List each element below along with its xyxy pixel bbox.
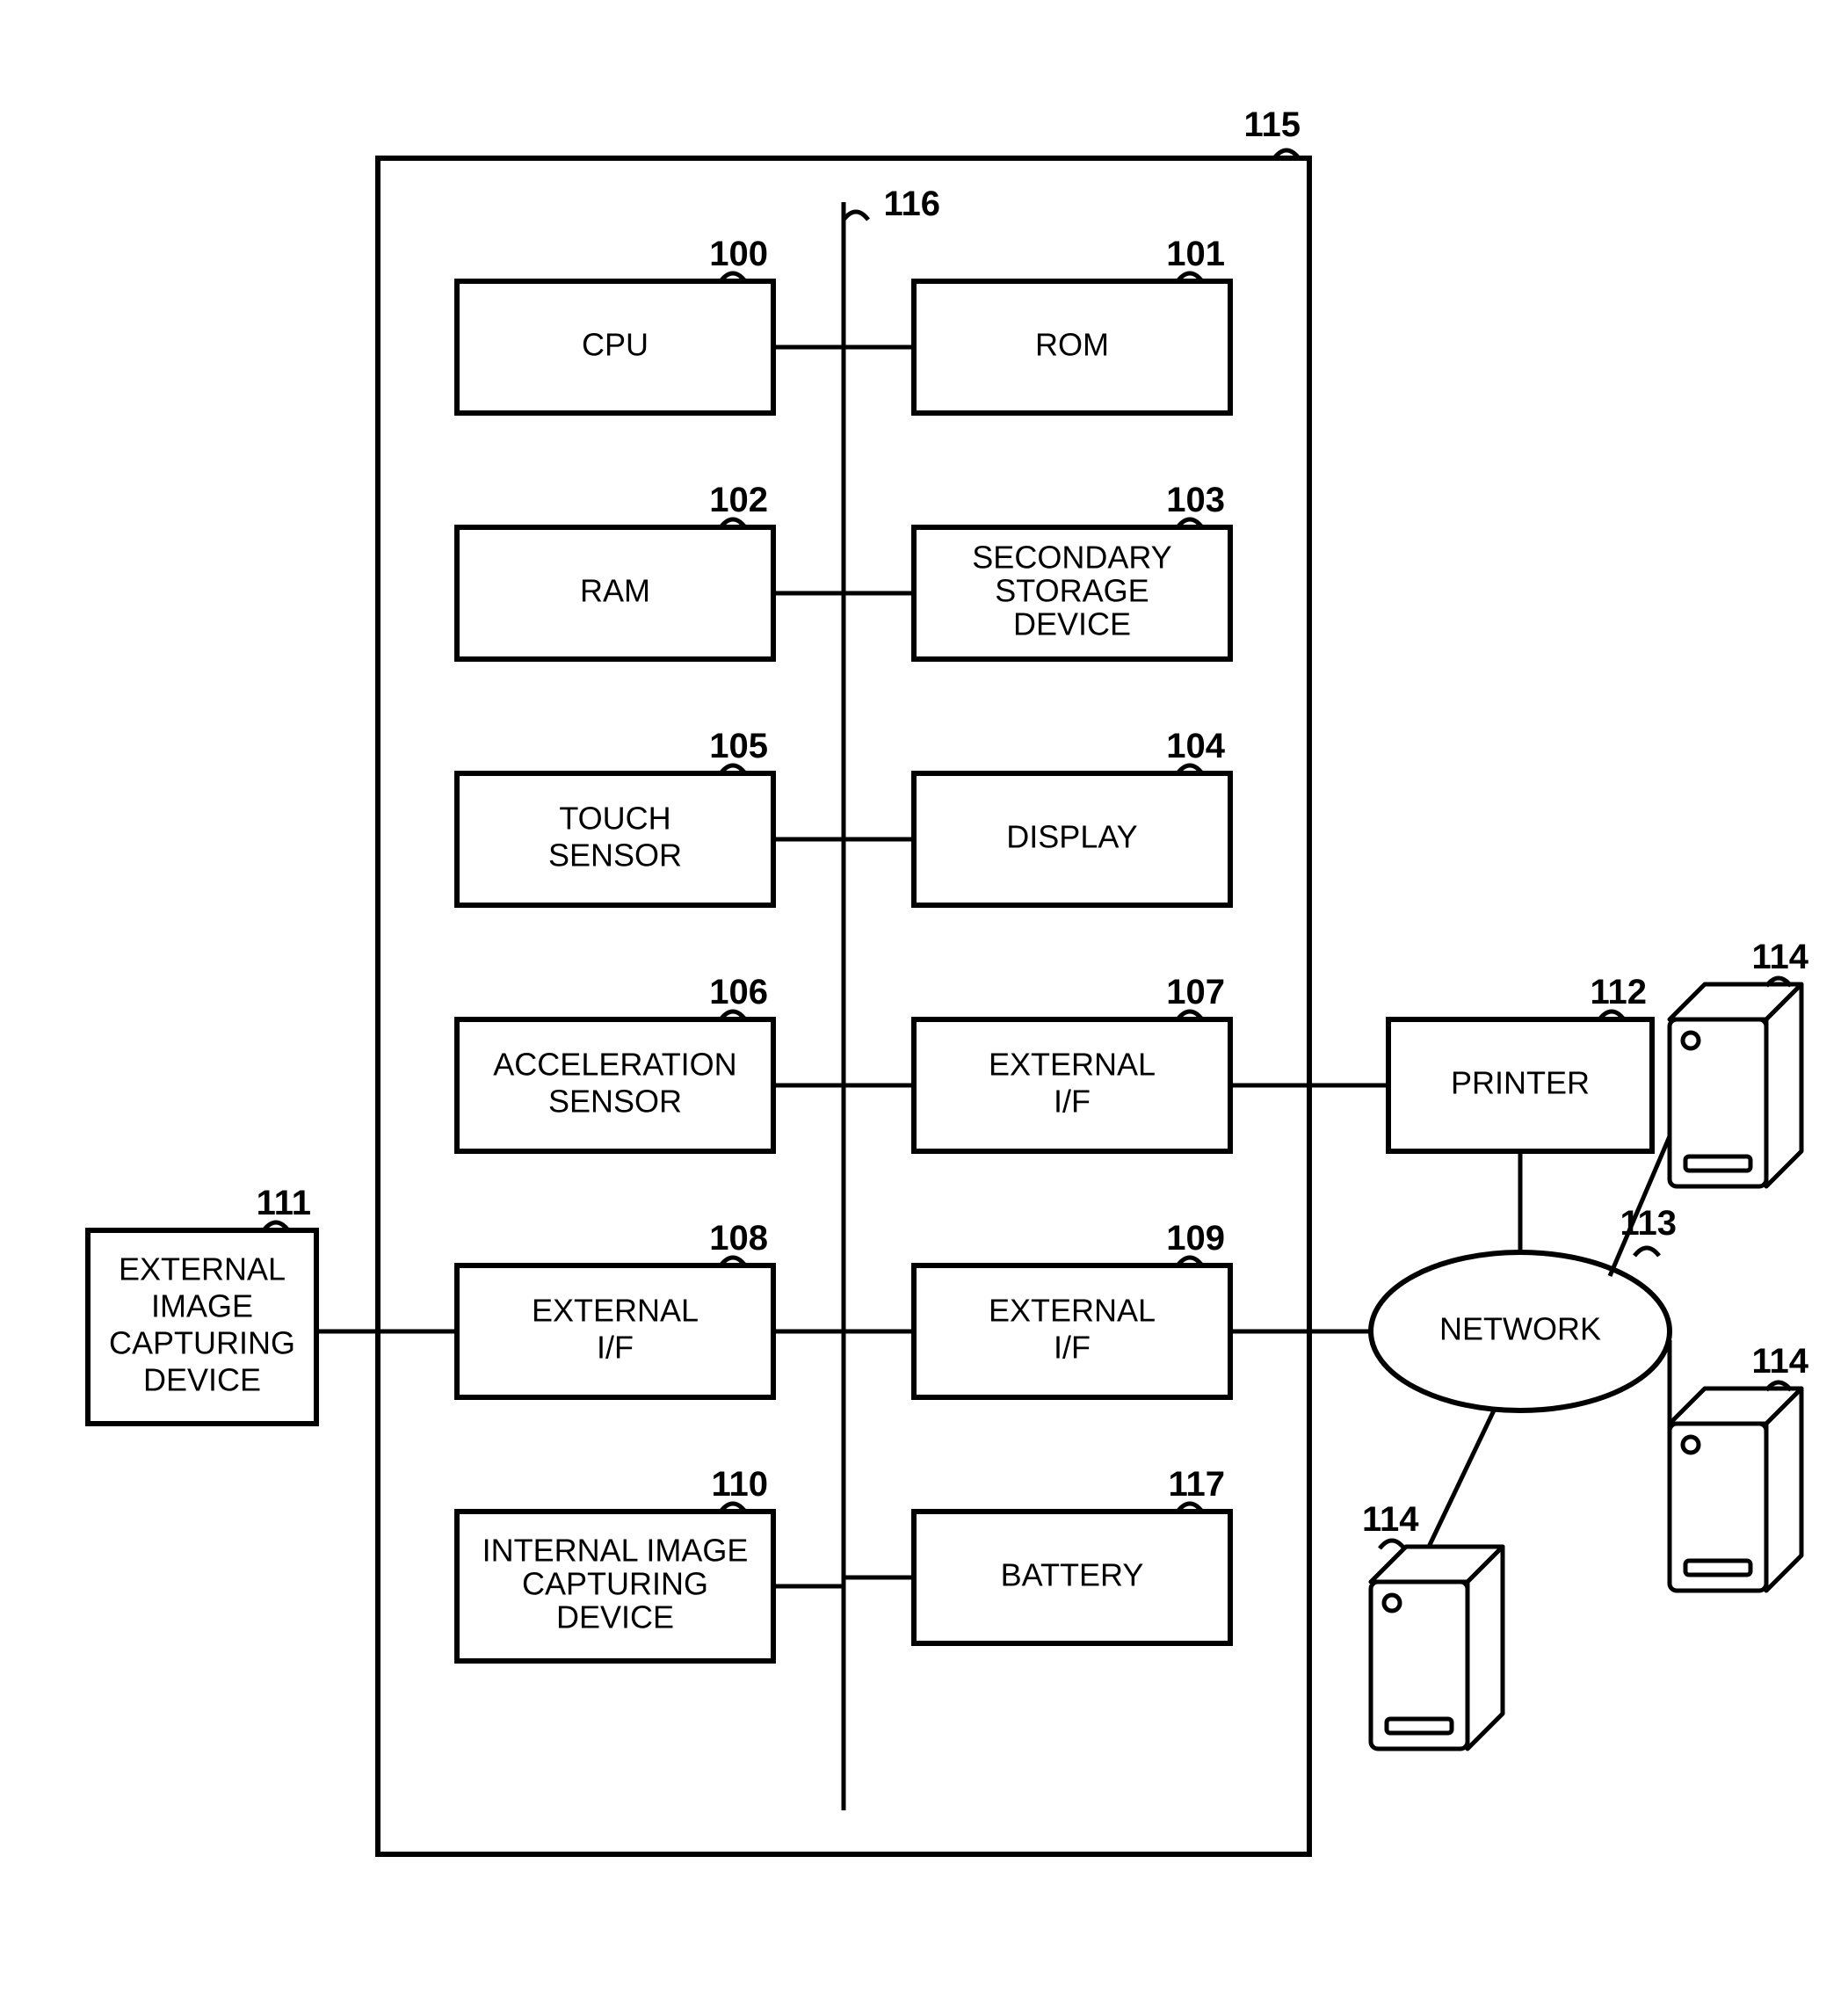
svg-text:I/F: I/F — [597, 1330, 634, 1366]
svg-text:DEVICE: DEVICE — [143, 1362, 261, 1398]
svg-text:ACCELERATION: ACCELERATION — [493, 1047, 736, 1083]
svg-text:ROM: ROM — [1035, 327, 1109, 363]
svg-text:RAM: RAM — [580, 573, 650, 609]
svg-text:IMAGE: IMAGE — [151, 1288, 253, 1324]
svg-text:116: 116 — [883, 185, 940, 223]
svg-text:114: 114 — [1751, 1342, 1808, 1381]
svg-text:101: 101 — [1166, 235, 1225, 273]
block-106: ACCELERATIONSENSOR 106 — [457, 973, 844, 1151]
svg-text:SENSOR: SENSOR — [548, 1084, 682, 1120]
svg-text:104: 104 — [1166, 727, 1225, 765]
svg-text:SENSOR: SENSOR — [548, 837, 682, 874]
svg-text:DEVICE: DEVICE — [1013, 606, 1131, 642]
svg-text:DISPLAY: DISPLAY — [1006, 819, 1137, 855]
svg-text:I/F: I/F — [1054, 1330, 1091, 1366]
svg-text:111: 111 — [257, 1184, 311, 1222]
svg-text:CAPTURING: CAPTURING — [522, 1566, 708, 1602]
svg-text:INTERNAL IMAGE: INTERNAL IMAGE — [482, 1533, 749, 1569]
block-107: EXTERNALI/F 107 — [844, 973, 1230, 1151]
svg-text:100: 100 — [709, 235, 768, 273]
svg-text:106: 106 — [709, 973, 768, 1012]
block-108: EXTERNALI/F 108 — [457, 1219, 844, 1397]
svg-text:114: 114 — [1751, 938, 1808, 976]
block-101: ROM 101 — [844, 235, 1230, 413]
svg-text:EXTERNAL: EXTERNAL — [989, 1047, 1156, 1083]
server-icon: 114 — [1670, 1342, 1809, 1591]
svg-text:NETWORK: NETWORK — [1439, 1311, 1601, 1347]
svg-text:DEVICE: DEVICE — [556, 1599, 674, 1635]
block-110: INTERNAL IMAGECAPTURINGDEVICE 110 — [457, 1465, 844, 1661]
svg-text:107: 107 — [1166, 973, 1225, 1012]
svg-text:EXTERNAL: EXTERNAL — [532, 1293, 699, 1329]
block-109: EXTERNALI/F 109 — [844, 1219, 1230, 1397]
svg-text:109: 109 — [1166, 1219, 1225, 1258]
svg-text:110: 110 — [711, 1465, 768, 1504]
svg-text:EXTERNAL: EXTERNAL — [989, 1293, 1156, 1329]
svg-text:PRINTER: PRINTER — [1451, 1065, 1590, 1101]
svg-text:TOUCH: TOUCH — [559, 801, 670, 837]
svg-text:114: 114 — [1362, 1500, 1419, 1539]
svg-text:103: 103 — [1166, 481, 1225, 519]
svg-text:102: 102 — [709, 481, 768, 519]
svg-text:115: 115 — [1243, 105, 1301, 144]
server-icon: 114 — [1670, 938, 1809, 1186]
block-111: EXTERNALIMAGECAPTURINGDEVICE 111 — [88, 1184, 316, 1424]
block-105: TOUCHSENSOR 105 — [457, 727, 844, 905]
svg-text:117: 117 — [1168, 1465, 1225, 1504]
block-117: BATTERY 117 — [844, 1465, 1230, 1643]
svg-text:108: 108 — [709, 1219, 768, 1258]
block-102: RAM 102 — [457, 481, 844, 659]
network: NETWORK113 — [1371, 1204, 1677, 1410]
svg-text:BATTERY: BATTERY — [1001, 1557, 1144, 1593]
svg-text:CAPTURING: CAPTURING — [109, 1325, 295, 1361]
svg-text:EXTERNAL: EXTERNAL — [119, 1251, 286, 1287]
diagram-canvas: 115116CPU100RAM102TOUCHSENSOR105ACCELERA… — [0, 0, 1848, 1994]
block-103: SECONDARYSTORAGEDEVICE 103 — [844, 481, 1230, 659]
block-100: CPU 100 — [457, 235, 844, 413]
block-104: DISPLAY 104 — [844, 727, 1230, 905]
svg-text:SECONDARY: SECONDARY — [972, 540, 1171, 576]
svg-text:105: 105 — [709, 727, 768, 765]
svg-text:STORAGE: STORAGE — [995, 573, 1149, 609]
svg-text:112: 112 — [1590, 973, 1647, 1012]
block-112: PRINTER 112 — [1388, 973, 1652, 1151]
svg-text:I/F: I/F — [1054, 1084, 1091, 1120]
svg-text:CPU: CPU — [582, 327, 649, 363]
